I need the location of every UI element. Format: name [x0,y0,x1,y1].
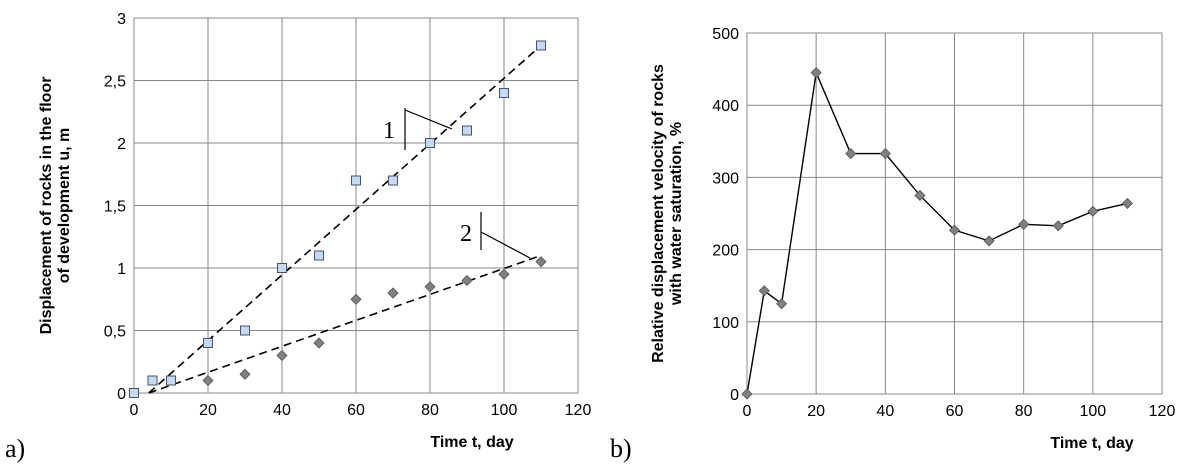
data-point-square [314,250,324,261]
x-tick-label: 100 [1079,403,1106,420]
y-axis-label: Displacement of rocks in the floor of dev… [38,77,73,335]
data-point-diamond [1018,218,1030,230]
y-axis-label-line-1: Relative displacement velocity of rocks [650,64,667,363]
x-axis-label: Time t, day [430,434,513,451]
x-tick-label: 40 [273,402,291,419]
trend-line-series-1 [148,44,542,394]
x-tick-label: 20 [199,402,217,419]
data-point-square [277,263,287,273]
x-tick-label: 100 [491,402,518,419]
data-point-diamond [1087,205,1099,217]
data-point-diamond [350,293,362,305]
x-tick-label: 0 [130,402,139,419]
curve-label-1-leader [404,109,453,130]
curve-label-2-leader [480,231,531,259]
data-point-diamond [202,374,214,387]
y-axis-label: Relative displacement velocity of rocks w… [650,64,685,363]
data-point-square [388,175,398,186]
y-tick-label: 2 [117,136,126,153]
x-tick-label: 80 [1015,403,1033,420]
data-point-diamond [741,388,753,400]
x-tick-label: 40 [876,403,894,420]
data-point-square [166,375,176,386]
y-axis-label-line-2: with water saturation, % [668,122,685,306]
y-tick-label: 100 [712,315,739,332]
data-point-square [536,40,546,51]
x-axis-label: Time t, day [1050,435,1133,452]
data-point-diamond [239,368,251,380]
data-point-diamond [1121,197,1133,209]
data-point-diamond [461,274,473,287]
x-tick-label: 80 [421,402,439,419]
curve-label-1: 1 [383,118,395,144]
data-point-diamond [983,235,995,247]
x-tick-label: 0 [743,403,752,420]
chart-b: 0 20 40 60 80 100 120 0 100 200 300 400 500 Time t, d… [610,26,1175,463]
x-tick-label: 60 [946,403,964,420]
data-point-square [240,325,250,336]
data-point-diamond [810,67,822,79]
y-axis-label-line-1: Displacement of rocks in the floor [38,77,55,335]
data-point-square [351,175,361,186]
data-point-diamond [776,298,788,310]
data-point-diamond [948,224,961,236]
data-point-diamond [845,148,857,160]
data-point-diamond [1052,220,1064,232]
y-tick-label: 2,5 [104,74,126,91]
y-tick-label: 0,5 [104,324,126,341]
data-point-diamond [758,285,770,297]
y-tick-label: 500 [712,26,739,43]
data-point-square [147,375,158,386]
data-point-diamond [313,337,325,349]
x-tick-label: 120 [565,402,592,419]
chart-a: 0 20 40 60 80 100 120 0 0,5 1 1,5 2 2,5 3 Time t, day D… [5,11,591,463]
x-tick-label: 120 [1149,403,1176,420]
y-axis-label-line-2: of development u, m [56,128,73,284]
data-point-diamond [498,268,510,280]
data-point-diamond [914,189,926,202]
trend-line-series-2 [148,254,542,394]
data-point-diamond [879,148,891,160]
y-tick-label: 400 [712,98,739,115]
y-tick-label: 200 [712,243,739,260]
panel-label: a) [5,434,25,463]
data-point-diamond [387,287,399,299]
x-tick-label: 60 [347,402,365,419]
data-point-diamond [424,281,436,293]
y-tick-label: 300 [712,170,739,187]
data-point-square [462,125,472,136]
y-tick-label: 0 [117,386,126,403]
panel-label: b) [610,434,632,463]
data-point-square [499,88,509,98]
data-point-diamond [535,256,547,268]
data-point-diamond [276,349,288,362]
data-point-square [425,138,435,148]
data-point-square [129,388,139,398]
x-tick-label: 20 [807,403,825,420]
data-point-square [203,338,213,348]
curve-label-2: 2 [460,221,472,247]
y-tick-label: 1,5 [104,199,126,216]
y-tick-label: 0 [730,387,739,404]
y-tick-label: 3 [117,11,126,28]
y-tick-label: 1 [117,261,126,278]
